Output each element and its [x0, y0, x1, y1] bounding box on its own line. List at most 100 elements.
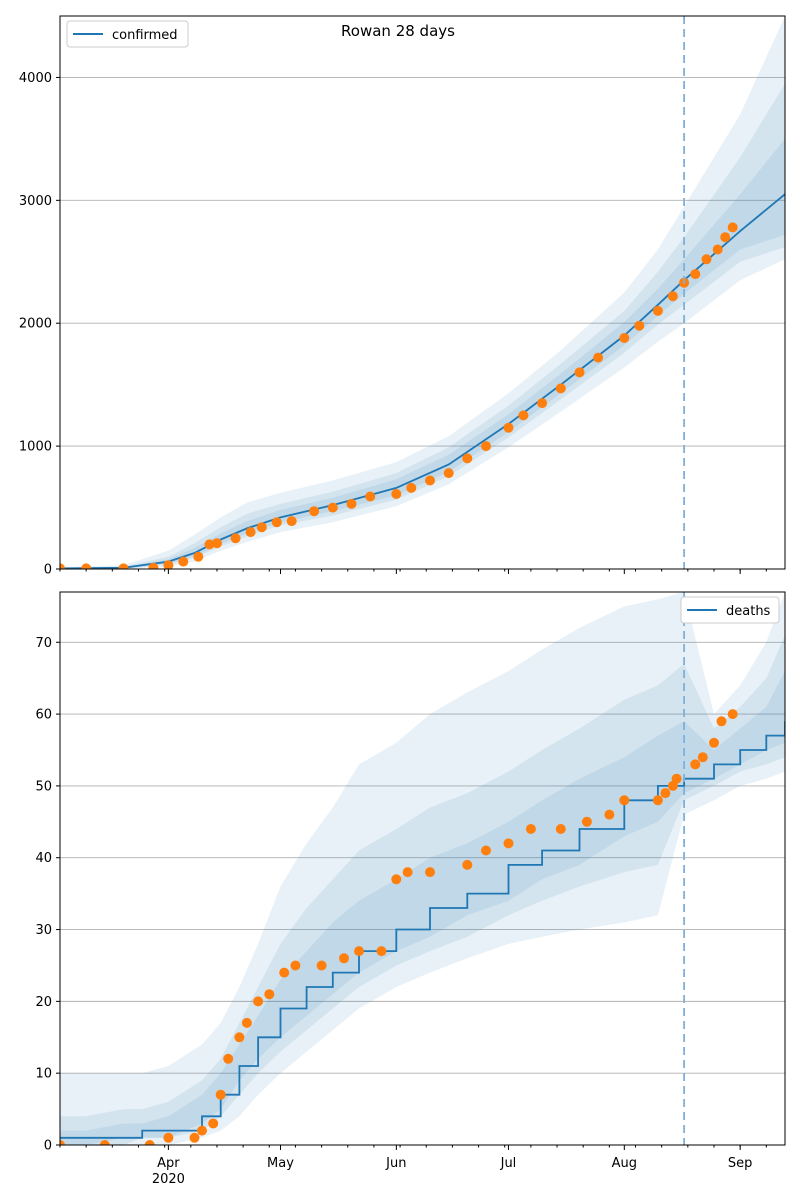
confirmed-y-tick-label: 1000 [19, 440, 52, 455]
confirmed-legend-box [66, 20, 189, 48]
deaths-x-tick-label: Sep [728, 1156, 753, 1171]
confirmed-observed-point [720, 232, 731, 243]
deaths-axes-frame [59, 591, 786, 1146]
confirmed-observed-point [425, 475, 435, 486]
deaths-observed-point [391, 874, 402, 885]
deaths-observed-point [402, 867, 413, 878]
confirmed-observed-point [667, 291, 678, 302]
confirmed-observed-point [652, 305, 663, 316]
confirmed-observed-point [286, 516, 297, 527]
deaths-observed-point [189, 1132, 200, 1143]
confirmed-observed-point [690, 269, 701, 280]
deaths-observed-point [671, 773, 682, 784]
confirmed-observed-point [503, 422, 514, 433]
deaths-observed-point [223, 1053, 234, 1064]
deaths-observed-point [279, 967, 290, 978]
deaths-observed-point [208, 1118, 219, 1129]
confirmed-y-tick-label: 0 [44, 563, 52, 578]
deaths-observed-point [316, 960, 327, 971]
deaths-observed-point [604, 809, 615, 820]
deaths-observed-point [339, 953, 349, 964]
deaths-observed-point [425, 867, 435, 878]
deaths-y-tick-label: 50 [35, 779, 52, 794]
confirmed-legend: confirmed [66, 20, 189, 48]
deaths-observed-points [60, 709, 738, 1145]
confirmed-observed-point [574, 367, 585, 378]
confirmed-y-tick-label: 4000 [19, 71, 52, 86]
confirmed-observed-point [230, 533, 241, 544]
confirmed-observed-point [60, 563, 65, 569]
deaths-legend-box [680, 596, 780, 624]
deaths-x-tick-label: Jun [385, 1156, 406, 1171]
deaths-y-ticks: 0 10 20 30 40 50 60 70 [35, 636, 60, 1154]
confirmed-band-1 [60, 16, 785, 569]
deaths-bands [60, 592, 785, 1145]
confirmed-observed-point [701, 254, 712, 265]
deaths-observed-point [99, 1140, 110, 1145]
confirmed-observed-point [163, 560, 174, 569]
confirmed-observed-point [443, 468, 454, 479]
deaths-observed-point [234, 1032, 245, 1043]
deaths-x-tick-label: Apr [157, 1156, 180, 1171]
confirmed-observed-point [593, 352, 604, 363]
deaths-y-tick-label: 20 [35, 995, 52, 1010]
confirmed-observed-point [462, 453, 473, 464]
confirmed-axes-frame [59, 15, 786, 570]
deaths-y-tick-label: 10 [35, 1067, 52, 1082]
deaths-y-tick-label: 0 [44, 1139, 52, 1154]
confirmed-observed-point [245, 527, 256, 538]
deaths-observed-point [241, 1017, 252, 1028]
confirmed-observed-point [327, 502, 338, 513]
confirmed-y-tick-label: 3000 [19, 194, 52, 209]
deaths-observed-point [481, 845, 491, 856]
confirmed-observed-point [309, 506, 320, 517]
confirmed-x-ticks [59, 569, 767, 574]
confirmed-observed-point [712, 244, 723, 255]
deaths-y-tick-label: 60 [35, 708, 52, 723]
confirmed-observed-point [193, 551, 204, 562]
deaths-band-3 [60, 671, 785, 1145]
confirmed-observed-point [555, 383, 566, 394]
deaths-observed-point [144, 1140, 155, 1145]
deaths-observed-point [215, 1089, 226, 1100]
confirmed-observed-point [271, 517, 282, 528]
confirmed-observed-point [634, 320, 645, 331]
chart-title: Rowan 28 days [341, 22, 455, 40]
deaths-observed-point [253, 996, 264, 1007]
confirmed-observed-point [518, 410, 529, 421]
confirmed-panel: 0 1000 2000 3000 4000 Rowan 28 days confirme… [19, 15, 786, 578]
deaths-observed-point [619, 795, 630, 806]
confirmed-observed-point [391, 489, 402, 499]
deaths-x-tick-label: May [267, 1156, 294, 1171]
deaths-legend-label: deaths [726, 604, 771, 619]
confirmed-y-tick-label: 2000 [19, 317, 52, 332]
deaths-observed-point [660, 788, 671, 799]
deaths-y-tick-label: 30 [35, 923, 52, 938]
deaths-x-tick-label: Jul [500, 1156, 517, 1171]
confirmed-observed-point [727, 222, 738, 233]
deaths-observed-point [727, 709, 738, 720]
deaths-y-tick-label: 40 [35, 851, 52, 866]
deaths-observed-point [264, 989, 275, 1000]
confirmed-band-3 [60, 138, 785, 569]
deaths-observed-point [555, 824, 566, 834]
deaths-observed-point [197, 1125, 207, 1136]
confirmed-observed-point [346, 498, 357, 509]
confirmed-observed-point [148, 562, 159, 569]
deaths-x-tick-label: Aug [612, 1156, 637, 1171]
confirmed-legend-label: confirmed [112, 28, 178, 43]
confirmed-observed-point [118, 563, 129, 569]
deaths-observed-point [525, 824, 536, 834]
confirmed-y-ticks: 0 1000 2000 3000 4000 [19, 71, 60, 578]
deaths-band-1 [60, 592, 785, 1145]
deaths-legend: deaths [680, 596, 780, 624]
deaths-observed-point [581, 816, 592, 827]
confirmed-model-line [60, 193, 785, 569]
deaths-observed-point [690, 759, 701, 770]
deaths-model-line [60, 721, 785, 1139]
deaths-y-tick-label: 70 [35, 636, 52, 651]
deaths-observed-point [503, 838, 514, 849]
